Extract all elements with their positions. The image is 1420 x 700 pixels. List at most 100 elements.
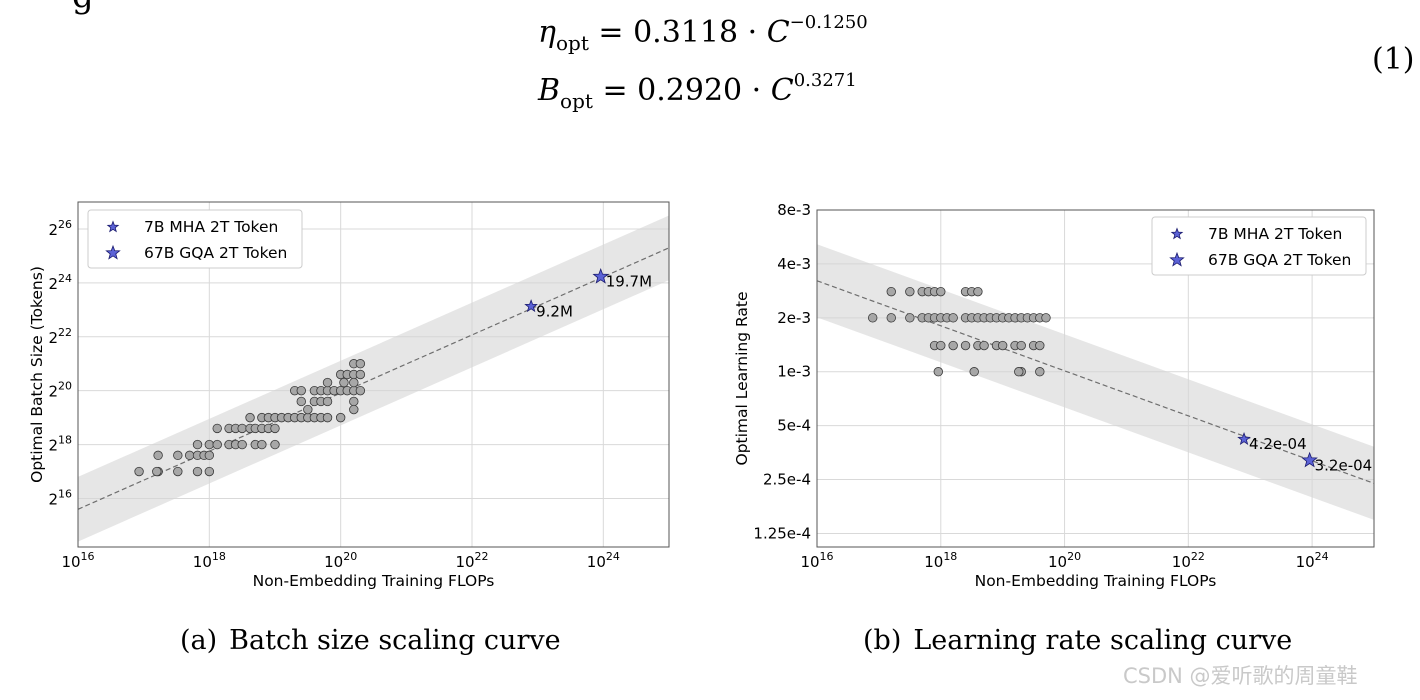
- data-point: [948, 313, 958, 323]
- data-point: [212, 439, 222, 450]
- b-symbol: B: [538, 73, 561, 108]
- learning-rate-chart: 4.2e-04 3.2e-04 1016 1018 1020 1022 1024 Non-Em…: [733, 201, 1375, 590]
- data-point: [270, 439, 280, 450]
- data-point: [936, 286, 946, 297]
- y-tick-label: 4e-3: [777, 255, 811, 273]
- data-point: [867, 313, 878, 323]
- x-tick-label: 1018: [193, 550, 226, 571]
- plot-area: [817, 244, 1374, 520]
- data-point: [1016, 340, 1026, 351]
- y-tick-label: 218: [48, 434, 72, 455]
- caption-b: (b) Learning rate scaling curve: [863, 625, 1292, 656]
- data-point: [192, 466, 203, 477]
- data-point: [322, 412, 333, 423]
- eta-base: C: [766, 15, 790, 50]
- data-point: [905, 286, 915, 297]
- y-tick-label: 5e-4: [777, 417, 811, 435]
- eta-exponent: −0.1250: [789, 12, 868, 33]
- y-tick-label: 8e-3: [777, 201, 811, 219]
- batch-size-chart: 9.2M 19.7M 1016 1018 1020 1022 1024 Non-Embeddi…: [28, 201, 670, 590]
- star-marker-small: [524, 299, 538, 313]
- b-exponent: 0.3271: [793, 70, 857, 91]
- data-point: [152, 466, 162, 477]
- y-axis-label: Optimal Batch Size (Tokens): [28, 266, 46, 483]
- data-point: [1035, 367, 1045, 377]
- data-point: [355, 385, 366, 396]
- x-tick-label: 1020: [1048, 550, 1081, 571]
- data-point: [204, 439, 215, 450]
- data-point: [349, 396, 359, 407]
- data-point: [184, 450, 195, 461]
- data-point: [355, 359, 366, 369]
- legend-entry-label: 67B GQA 2T Token: [144, 244, 287, 262]
- b-rhs: = 0.2920 ·: [602, 73, 771, 108]
- y-axis-label: Optimal Learning Rate: [733, 291, 751, 465]
- caption-a-tag: (a): [180, 625, 218, 656]
- data-point: [1014, 367, 1024, 377]
- legend-box: [1151, 216, 1367, 276]
- data-point: [948, 340, 958, 351]
- legend: 7B MHA 2T Token 67B GQA 2T Token: [1151, 216, 1367, 276]
- equation-block: g ηopt = 0.3118 · C−0.1250 Bopt = 0.2920…: [0, 0, 1420, 130]
- x-tick-label: 1016: [800, 550, 833, 571]
- y-tick-label: 226: [48, 218, 72, 239]
- data-point: [303, 404, 313, 415]
- x-tick-label: 1022: [455, 550, 488, 571]
- data-point: [296, 385, 306, 396]
- y-tick-label: 1e-3: [777, 363, 811, 381]
- y-tick-label: 2.5e-4: [763, 471, 811, 489]
- batch-equation: Bopt = 0.2920 · C0.3271: [538, 70, 857, 113]
- star-marker-small: [1237, 432, 1251, 445]
- data-point: [936, 340, 946, 351]
- star-marker-large: [592, 268, 609, 284]
- data-point: [153, 450, 163, 461]
- data-point: [905, 313, 915, 323]
- eta-symbol: η: [538, 15, 556, 50]
- x-tick-label: 1016: [61, 550, 94, 571]
- data-point: [296, 396, 306, 407]
- data-point: [237, 439, 247, 450]
- y-tick-label: 2e-3: [777, 309, 811, 327]
- eta-subscript: opt: [555, 31, 589, 55]
- data-point: [355, 369, 366, 380]
- legend: 7B MHA 2T Token 67B GQA 2T Token: [87, 209, 303, 269]
- data-point: [339, 377, 349, 388]
- data-point: [933, 367, 944, 377]
- plot-area: [78, 215, 669, 542]
- legend-box: [87, 209, 303, 269]
- data-point: [349, 404, 359, 415]
- x-axis-label: Non-Embedding Training FLOPs: [975, 572, 1217, 590]
- x-axis-label: Non-Embedding Training FLOPs: [253, 572, 495, 590]
- caption-a: (a) Batch size scaling curve: [180, 625, 561, 656]
- y-tick-label: 1.25e-4: [753, 524, 811, 542]
- data-point: [212, 423, 222, 434]
- data-point: [979, 340, 989, 351]
- data-point: [134, 466, 144, 477]
- data-point: [886, 313, 896, 323]
- y-tick-label: 222: [48, 326, 72, 347]
- x-tick-label: 1020: [324, 550, 357, 571]
- b-subscript: opt: [560, 89, 593, 113]
- data-point: [997, 340, 1008, 351]
- y-tick-label: 224: [48, 272, 72, 293]
- plot-frame: [816, 209, 1375, 548]
- star-value-label: 4.2e-04: [1249, 435, 1307, 453]
- partial-text-fragment: g: [72, 0, 94, 16]
- watermark: CSDN @爱听歌的周童鞋: [1123, 664, 1358, 688]
- data-point: [322, 396, 333, 407]
- x-tick-label: 1024: [587, 550, 620, 571]
- b-base: C: [770, 73, 794, 108]
- caption-b-text: Learning rate scaling curve: [913, 625, 1293, 656]
- star-value-label: 19.7M: [606, 273, 652, 291]
- data-point: [257, 439, 267, 450]
- data-point: [173, 450, 183, 461]
- data-point: [349, 377, 359, 388]
- data-point: [270, 423, 280, 434]
- legend-entry-label: 67B GQA 2T Token: [1208, 251, 1351, 269]
- x-tick-label: 1024: [1296, 550, 1329, 571]
- fit-line: [78, 247, 669, 510]
- legend-star-icon: [1170, 227, 1184, 240]
- data-point: [973, 286, 983, 297]
- x-tick-label: 1018: [924, 550, 957, 571]
- data-point: [960, 340, 971, 351]
